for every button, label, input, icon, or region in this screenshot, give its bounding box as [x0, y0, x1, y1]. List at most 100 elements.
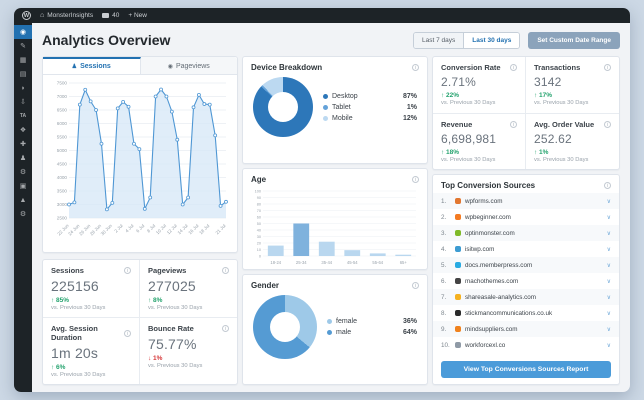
source-row[interactable]: 1. wpforms.com ∨ — [433, 193, 619, 209]
source-domain: docs.memberpress.com — [465, 261, 533, 269]
source-row[interactable]: 8. stickmancommunications.co.uk ∨ — [433, 305, 619, 321]
comments-link[interactable]: 40 — [102, 12, 119, 19]
wordpress-logo-icon[interactable]: W — [22, 11, 31, 20]
last-30-days-button[interactable]: Last 30 days — [463, 32, 520, 48]
svg-text:20: 20 — [257, 241, 261, 245]
source-list: 1. wpforms.com ∨ 2. wpbeginner.com ∨ 3. optinmo… — [433, 193, 619, 353]
source-favicon — [455, 214, 461, 220]
sidebar-item-dashboard[interactable]: ◉ — [14, 25, 32, 39]
top-conversion-sources-panel: Top Conversion Sources i 1. wpforms.com ∨ 2… — [432, 174, 620, 385]
comments-count: 40 — [112, 12, 120, 19]
info-icon[interactable]: i — [412, 64, 419, 71]
sidebar-item-media[interactable]: ▦ — [14, 53, 32, 67]
source-favicon — [455, 326, 461, 332]
source-favicon — [455, 262, 461, 268]
source-favicon — [455, 342, 461, 348]
stat-value: 75.77% — [148, 336, 197, 352]
info-icon[interactable]: i — [510, 120, 517, 128]
page-title: Analytics Overview — [42, 32, 171, 48]
tab-sessions[interactable]: ♟ Sessions — [43, 57, 141, 74]
chevron-down-icon[interactable]: ∨ — [606, 278, 611, 285]
tab-pageviews[interactable]: ◉ Pageviews — [141, 57, 238, 74]
legend-row: Mobile 12% — [323, 115, 417, 122]
source-rank: 3. — [441, 229, 447, 237]
info-icon[interactable]: i — [604, 64, 611, 71]
home-icon: ⌂ — [40, 12, 45, 19]
legend-label: Desktop — [332, 92, 358, 100]
stat-label: Bounce Rate — [148, 324, 194, 333]
info-icon[interactable]: i — [124, 267, 131, 274]
gender-donut-chart — [253, 295, 317, 359]
sidebar-item-posts[interactable]: ✎ — [14, 39, 32, 53]
chevron-down-icon[interactable]: ∨ — [606, 214, 611, 221]
gender-legend: female 36% male 64% — [327, 314, 417, 340]
chevron-down-icon[interactable]: ∨ — [606, 326, 611, 333]
sidebar-item-pages[interactable]: ▤ — [14, 67, 32, 81]
sidebar-item-page-builder[interactable]: ▣ — [14, 179, 32, 193]
info-icon[interactable]: i — [412, 176, 419, 183]
person-icon: ♟ — [71, 64, 78, 70]
info-icon[interactable]: i — [510, 64, 517, 71]
svg-text:25-34: 25-34 — [296, 260, 307, 265]
stat-label: Sessions — [51, 266, 84, 275]
sidebar-item-settings[interactable]: ⚙ — [14, 207, 32, 221]
wrench-icon: ⚙ — [19, 169, 27, 176]
stat-label: Transactions — [534, 63, 581, 72]
source-domain: stickmancommunications.co.uk — [465, 309, 553, 317]
svg-text:70: 70 — [257, 209, 261, 213]
last-7-days-button[interactable]: Last 7 days — [414, 32, 464, 48]
chevron-down-icon[interactable]: ∨ — [606, 230, 611, 237]
sidebar-item-plugins[interactable]: ✚ — [14, 137, 32, 151]
chevron-down-icon[interactable]: ∨ — [606, 246, 611, 253]
source-domain: mindsuppliers.com — [465, 325, 518, 333]
stat-value: 225156 — [51, 278, 99, 294]
sessions-line-chart: 2500 3000 3500 4000 4500 5000 5500 6000 6500 7000… — [56, 81, 228, 236]
chevron-down-icon[interactable]: ∨ — [606, 294, 611, 301]
source-domain: wpforms.com — [465, 197, 503, 205]
svg-text:80: 80 — [257, 202, 261, 206]
info-icon[interactable]: i — [222, 267, 229, 274]
sidebar-item-comments[interactable]: ◗ — [14, 81, 32, 95]
info-icon[interactable]: i — [604, 182, 611, 189]
legend-row: Tablet 1% — [323, 104, 417, 111]
sidebar-item-ta-plugin[interactable]: TA — [14, 109, 32, 123]
source-row[interactable]: 4. isitwp.com ∨ — [433, 241, 619, 257]
sidebar-item-analytics[interactable]: ▲ — [14, 193, 32, 207]
source-row[interactable]: 9. mindsuppliers.com ∨ — [433, 321, 619, 337]
comment-bubble-icon — [102, 13, 110, 18]
sidebar-item-downloads[interactable]: ⇩ — [14, 95, 32, 109]
sidebar-item-users[interactable]: ♟ — [14, 151, 32, 165]
chevron-down-icon[interactable]: ∨ — [606, 198, 611, 205]
box-icon: ▣ — [19, 183, 27, 190]
sidebar-item-appearance[interactable]: ❖ — [14, 123, 32, 137]
source-row[interactable]: 7. shareasale-analytics.com ∨ — [433, 289, 619, 305]
view-top-conversion-sources-report-button[interactable]: View Top Conversions Sources Report — [441, 361, 611, 378]
source-row[interactable]: 6. machothemes.com ∨ — [433, 273, 619, 289]
chevron-down-icon[interactable]: ∨ — [606, 262, 611, 269]
info-icon[interactable]: i — [222, 325, 229, 332]
ecommerce-stats-panel: Conversion Rate i 2.71% ↑ 22% vs. Previou… — [432, 56, 620, 170]
new-content-link[interactable]: + New — [128, 12, 147, 19]
info-icon[interactable]: i — [124, 329, 131, 337]
svg-text:12 Jul: 12 Jul — [166, 223, 178, 235]
sidebar-item-tools[interactable]: ⚙ — [14, 165, 32, 179]
panel-title: Age — [251, 175, 267, 184]
info-icon[interactable]: i — [604, 120, 611, 128]
set-custom-date-range-button[interactable]: Set Custom Date Range — [528, 31, 620, 49]
tab-pageviews-label: Pageviews — [175, 63, 210, 70]
legend-dot — [323, 93, 328, 99]
site-home-link[interactable]: ⌂ MonsterInsights — [40, 12, 93, 19]
source-domain: shareasale-analytics.com — [465, 293, 537, 301]
source-row[interactable]: 5. docs.memberpress.com ∨ — [433, 257, 619, 273]
source-row[interactable]: 3. optinmonster.com ∨ — [433, 225, 619, 241]
source-rank: 10. — [441, 341, 450, 349]
chevron-down-icon[interactable]: ∨ — [606, 310, 611, 317]
chevron-down-icon[interactable]: ∨ — [606, 342, 611, 349]
source-rank: 2. — [441, 213, 447, 221]
wp-admin-bar: W ⌂ MonsterInsights 40 + New — [14, 8, 630, 23]
svg-text:2 Jul: 2 Jul — [113, 223, 123, 233]
source-row[interactable]: 10. workforcexl.co ∨ — [433, 337, 619, 353]
info-icon[interactable]: i — [412, 282, 419, 289]
stat-card-pageviews: Pageviews i 277025 ↑ 8% vs. Previous 30 D… — [140, 260, 237, 318]
source-row[interactable]: 2. wpbeginner.com ∨ — [433, 209, 619, 225]
